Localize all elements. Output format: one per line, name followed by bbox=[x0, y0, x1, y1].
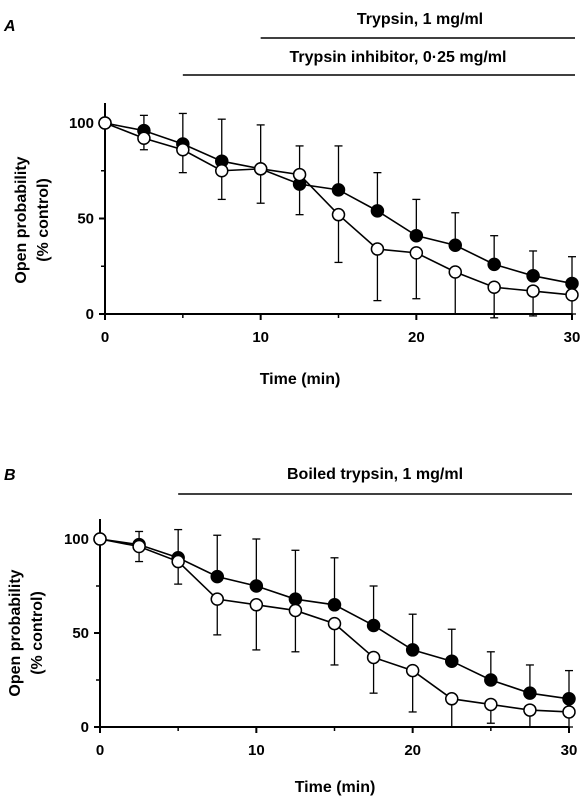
panel-b-series-filled-point bbox=[366, 618, 381, 633]
panel-b-y-tick-label: 100 bbox=[64, 531, 89, 548]
panel-a-x-tick-label: 0 bbox=[101, 329, 109, 346]
panel-b-x-tick-label: 10 bbox=[248, 742, 265, 759]
panel-a-series-open-point bbox=[331, 207, 346, 222]
panel-a-series-open-point bbox=[137, 131, 151, 146]
panel-a-x-tick-label: 10 bbox=[252, 329, 269, 346]
panel-b-series-open-point bbox=[132, 539, 146, 554]
panel-b-treatment-label: Boiled trypsin, 1 mg/ml bbox=[287, 466, 463, 483]
panel-a-series-filled-point bbox=[487, 257, 501, 272]
panel-a-treatment-label: Trypsin, 1 mg/ml bbox=[357, 11, 483, 28]
panel-b-series-open-point bbox=[93, 532, 107, 546]
panel-b-x-tick-label: 0 bbox=[96, 742, 104, 759]
panel-a-series-open-point bbox=[370, 242, 385, 256]
panel-a-x-tick-label: 20 bbox=[408, 329, 425, 346]
panel-a-series-filled-point bbox=[409, 228, 424, 243]
panel-b-series-filled-point bbox=[523, 686, 537, 700]
panel-b-plot: 0 10 20 30 0 50 100 Boiled trypsin, 1 mg/ml bbox=[64, 466, 577, 759]
panel-a-series-filled-point bbox=[565, 276, 579, 291]
panel-b-series-filled-point bbox=[288, 592, 303, 606]
panel-a-y-tick-label: 50 bbox=[77, 211, 94, 228]
panel-b-series-filled-point bbox=[484, 673, 498, 687]
panel-a-series-open-point bbox=[176, 142, 190, 157]
panel-a-y-tick-label: 100 bbox=[69, 115, 94, 132]
panel-a-x-tick-label: 30 bbox=[564, 329, 581, 346]
panel-b-series-open-point bbox=[249, 598, 264, 612]
panel-b-ylabel-line1: Open probability bbox=[7, 569, 24, 696]
panel-a-series-open-point bbox=[526, 284, 540, 298]
panel-a-series-filled-point bbox=[448, 238, 462, 252]
panel-b-x-tick-label: 20 bbox=[404, 742, 421, 759]
panel-b-series-filled-point bbox=[562, 692, 576, 706]
panel-a-xlabel: Time (min) bbox=[260, 371, 341, 388]
panel-b-x-tick-label: 30 bbox=[561, 742, 578, 759]
panel-b-letter: B bbox=[4, 467, 16, 484]
panel-a-series-open-point bbox=[448, 265, 462, 279]
panel-b-xlabel: Time (min) bbox=[295, 779, 376, 796]
panel-b-series-open-point bbox=[327, 616, 342, 631]
panel-a-series-open-point bbox=[565, 288, 579, 302]
panel-b-series-open-point bbox=[562, 705, 576, 719]
panel-a-series-open-point bbox=[409, 246, 424, 260]
panel-b-series-filled-point bbox=[210, 569, 224, 584]
panel-b-series-open-point bbox=[523, 703, 537, 717]
panel-a-ylabel-line2: (% control) bbox=[35, 178, 52, 262]
panel-b-series-open-point bbox=[171, 554, 185, 569]
panel-a-series-filled-point bbox=[370, 204, 385, 218]
panel-b-series-filled-point bbox=[405, 643, 420, 657]
panel-a-series-open-point bbox=[98, 116, 112, 130]
panel-a-ylabel-line1: Open probability bbox=[13, 156, 30, 283]
panel-a-series-open-point bbox=[215, 164, 229, 178]
panel-a-series-open-point bbox=[253, 162, 268, 176]
panel-b-series-open-point bbox=[288, 603, 303, 618]
panel-a-series-open-point bbox=[292, 167, 307, 182]
panel-a-letter: A bbox=[3, 18, 16, 35]
panel-b-series-open-point bbox=[405, 663, 420, 678]
panel-b-series-filled-point bbox=[445, 654, 459, 668]
panel-b-series-open-point bbox=[366, 650, 381, 665]
panel-b-ylabel-line2: (% control) bbox=[29, 591, 46, 675]
panel-a-y-tick-label: 0 bbox=[86, 306, 94, 323]
panel-b-series-open-point bbox=[210, 592, 224, 606]
panel-b-series-open-point bbox=[445, 692, 459, 706]
panel-b-series-filled-point bbox=[327, 598, 342, 612]
panel-b-y-tick-label: 0 bbox=[81, 719, 89, 736]
panel-b-series-filled-point bbox=[249, 579, 264, 593]
panel-a-treatment-label: Trypsin inhibitor, 0·25 mg/ml bbox=[290, 49, 507, 66]
panel-a-series-filled-point bbox=[526, 269, 540, 283]
panel-a-plot: 0 10 20 30 0 50 100 Trypsin, 1 mg/ml Trypsin inh… bbox=[69, 11, 580, 346]
panel-b-series-open-point bbox=[484, 697, 498, 712]
panel-a-series-filled-point bbox=[331, 183, 346, 197]
panel-a-series-open-point bbox=[487, 280, 501, 295]
panel-b-y-tick-label: 50 bbox=[72, 625, 89, 642]
